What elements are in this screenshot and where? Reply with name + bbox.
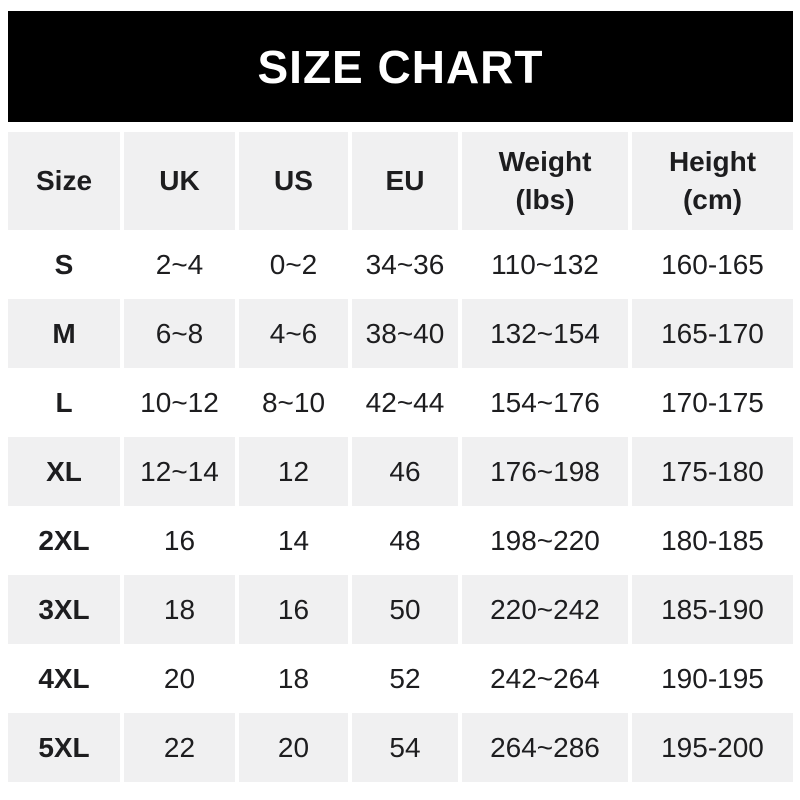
header-cell-uk: UK [120,132,235,230]
page-title: SIZE CHART [257,40,544,93]
table-row-s: S 2~4 0~2 34~36 110~132 160-165 [8,230,793,299]
size-cell: L [55,386,73,418]
size-cell: 4XL [38,662,90,694]
eu-cell: 38~40 [348,299,458,368]
uk-cell: 12~14 [120,437,235,506]
weight-cell: 110~132 [458,230,628,299]
us-cell: 20 [235,713,348,782]
weight-cell: 198~220 [458,506,628,575]
weight-cell: 242~264 [458,644,628,713]
size-cell: M [8,299,120,368]
size-cell: 5XL [8,713,120,782]
header-label: EU [385,165,425,197]
title-banner: SIZE CHART [8,11,793,122]
size-cell: 3XL [8,575,120,644]
header-label: UK [159,165,200,197]
header-sublabel: (cm) [682,184,743,215]
weight-cell: 220~242 [458,575,628,644]
header-cell-us: US [235,132,348,230]
table-row-2xl: 2XL 16 14 48 198~220 180-185 [8,506,793,575]
height-cell: 185-190 [628,575,793,644]
uk-cell: 6~8 [120,299,235,368]
weight-cell: 176~198 [458,437,628,506]
weight-cell: 132~154 [458,299,628,368]
us-cell: 14 [235,506,348,575]
table-row-xl: XL 12~14 12 46 176~198 175-180 [8,437,793,506]
header-label: US [274,165,313,197]
table-row-l: L 10~12 8~10 42~44 154~176 170-175 [8,368,793,437]
table-header: Size UK US EU Weight (lbs) [8,132,793,230]
header-label: Size [35,165,93,197]
table-row-m: M 6~8 4~6 38~40 132~154 165-170 [8,299,793,368]
us-cell: 8~10 [235,368,348,437]
size-cell: XL [8,437,120,506]
header-cell-weight: Weight (lbs) [458,132,628,230]
uk-cell: 10~12 [120,368,235,437]
header-label: Height [668,146,757,178]
height-cell: 195-200 [628,713,793,782]
height-cell: 165-170 [628,299,793,368]
us-cell: 16 [235,575,348,644]
us-cell: 18 [235,644,348,713]
eu-cell: 50 [348,575,458,644]
weight-cell: 264~286 [458,713,628,782]
height-cell: 160-165 [628,230,793,299]
us-cell: 0~2 [235,230,348,299]
size-cell: 2XL [38,524,90,556]
uk-cell: 16 [120,506,235,575]
table-body: S 2~4 0~2 34~36 110~132 160-165 M 6~8 4~… [8,230,793,782]
eu-cell: 52 [348,644,458,713]
size-chart-table: Size UK US EU Weight (lbs) [8,132,793,782]
height-cell: 170-175 [628,368,793,437]
height-cell: 190-195 [628,644,793,713]
eu-cell: 34~36 [348,230,458,299]
header-cell-size: Size [8,132,120,230]
size-cell: S [54,248,74,280]
uk-cell: 20 [120,644,235,713]
eu-cell: 48 [348,506,458,575]
uk-cell: 2~4 [120,230,235,299]
height-cell: 180-185 [628,506,793,575]
uk-cell: 22 [120,713,235,782]
uk-cell: 18 [120,575,235,644]
header-cell-eu: EU [348,132,458,230]
eu-cell: 54 [348,713,458,782]
height-cell: 175-180 [628,437,793,506]
table-row-4xl: 4XL 20 18 52 242~264 190-195 [8,644,793,713]
us-cell: 4~6 [235,299,348,368]
header-label: Weight [498,146,592,178]
table-row-5xl: 5XL 22 20 54 264~286 195-200 [8,713,793,782]
header-cell-height: Height (cm) [628,132,793,230]
us-cell: 12 [235,437,348,506]
table-row-3xl: 3XL 18 16 50 220~242 185-190 [8,575,793,644]
header-row: Size UK US EU Weight (lbs) [8,132,793,230]
eu-cell: 42~44 [348,368,458,437]
weight-cell: 154~176 [458,368,628,437]
eu-cell: 46 [348,437,458,506]
header-sublabel: (lbs) [515,184,575,215]
